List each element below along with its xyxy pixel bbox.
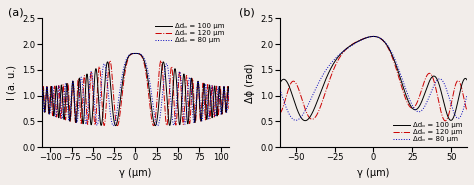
Δdₒ = 100 μm xyxy=(226,92,232,94)
Δdₒ = 100 μm xyxy=(464,79,470,81)
Line: Δdₒ = 100 μm: Δdₒ = 100 μm xyxy=(42,53,229,126)
Δdₒ = 100 μm xyxy=(287,86,292,88)
Δdₒ = 80 μm xyxy=(459,113,465,115)
Δdₒ = 120 μm xyxy=(371,35,376,38)
Δdₒ = 80 μm xyxy=(39,86,45,89)
Line: Δdₒ = 80 μm: Δdₒ = 80 μm xyxy=(280,36,467,120)
Δdₒ = 120 μm xyxy=(459,87,465,90)
Δdₒ = 120 μm xyxy=(368,36,374,38)
Δdₒ = 80 μm xyxy=(368,36,374,38)
Δdₒ = 100 μm xyxy=(119,85,125,87)
Δdₒ = 80 μm xyxy=(110,125,116,127)
Δdₒ = 100 μm xyxy=(39,92,45,94)
Δdₒ = 80 μm xyxy=(226,86,232,89)
Δdₒ = 100 μm xyxy=(175,105,181,107)
Δdₒ = 100 μm xyxy=(128,53,134,55)
Line: Δdₒ = 120 μm: Δdₒ = 120 μm xyxy=(280,36,467,121)
Δdₒ = 100 μm xyxy=(459,84,465,86)
Δdₒ = 120 μm xyxy=(363,37,369,39)
Δdₒ = 80 μm xyxy=(133,52,138,55)
Y-axis label: Δϕ (rad): Δϕ (rad) xyxy=(245,63,255,103)
Legend: Δdₒ = 100 μm, Δdₒ = 120 μm, Δdₒ = 80 μm: Δdₒ = 100 μm, Δdₒ = 120 μm, Δdₒ = 80 μm xyxy=(153,22,226,45)
Δdₒ = 120 μm xyxy=(175,95,181,97)
Δdₒ = 80 μm xyxy=(211,106,217,108)
Δdₒ = 120 μm xyxy=(118,108,123,111)
Δdₒ = 80 μm xyxy=(118,85,123,87)
Δdₒ = 120 μm xyxy=(119,95,125,97)
Δdₒ = 80 μm xyxy=(119,75,125,78)
Line: Δdₒ = 120 μm: Δdₒ = 120 μm xyxy=(42,53,229,126)
Δdₒ = 100 μm xyxy=(220,90,226,93)
X-axis label: γ (μm): γ (μm) xyxy=(119,168,152,178)
Δdₒ = 80 μm xyxy=(128,53,134,55)
Δdₒ = 80 μm xyxy=(287,114,292,116)
Δdₒ = 100 μm xyxy=(277,82,283,84)
Text: (b): (b) xyxy=(239,7,255,17)
Δdₒ = 100 μm xyxy=(371,35,376,38)
Δdₒ = 80 μm xyxy=(464,94,470,96)
Δdₒ = 120 μm xyxy=(220,92,226,95)
Δdₒ = 120 μm xyxy=(459,88,465,90)
Δdₒ = 80 μm xyxy=(425,100,430,102)
Text: (a): (a) xyxy=(8,7,24,17)
Δdₒ = 120 μm xyxy=(464,110,470,112)
Line: Δdₒ = 80 μm: Δdₒ = 80 μm xyxy=(42,53,229,126)
Δdₒ = 120 μm xyxy=(133,52,138,55)
Δdₒ = 80 μm xyxy=(277,88,283,91)
Δdₒ = 80 μm xyxy=(459,113,465,115)
Δdₒ = 80 μm xyxy=(363,37,369,39)
Δdₒ = 120 μm xyxy=(442,120,448,122)
Δdₒ = 80 μm xyxy=(371,35,376,38)
Δdₒ = 120 μm xyxy=(115,125,120,127)
Δdₒ = 100 μm xyxy=(118,97,123,99)
Δdₒ = 120 μm xyxy=(226,108,232,110)
Δdₒ = 80 μm xyxy=(220,89,226,91)
Δdₒ = 80 μm xyxy=(175,82,181,84)
Δdₒ = 120 μm xyxy=(128,53,134,55)
Legend: Δdₒ = 100 μm, Δdₒ = 120 μm, Δdₒ = 80 μm: Δdₒ = 100 μm, Δdₒ = 120 μm, Δdₒ = 80 μm xyxy=(391,121,464,144)
Δdₒ = 120 μm xyxy=(211,115,217,118)
X-axis label: γ (μm): γ (μm) xyxy=(357,168,390,178)
Δdₒ = 100 μm xyxy=(302,120,308,122)
Δdₒ = 120 μm xyxy=(39,108,45,110)
Δdₒ = 80 μm xyxy=(293,119,299,121)
Y-axis label: I (a. u.): I (a. u.) xyxy=(7,65,17,100)
Δdₒ = 100 μm xyxy=(368,36,374,38)
Δdₒ = 100 μm xyxy=(133,52,138,55)
Δdₒ = 100 μm xyxy=(113,125,118,127)
Δdₒ = 100 μm xyxy=(459,84,465,86)
Δdₒ = 120 μm xyxy=(277,112,283,114)
Δdₒ = 120 μm xyxy=(425,74,430,76)
Δdₒ = 100 μm xyxy=(211,89,217,91)
Line: Δdₒ = 100 μm: Δdₒ = 100 μm xyxy=(280,36,467,121)
Δdₒ = 120 μm xyxy=(287,85,292,87)
Δdₒ = 100 μm xyxy=(363,37,369,39)
Δdₒ = 100 μm xyxy=(425,85,430,87)
